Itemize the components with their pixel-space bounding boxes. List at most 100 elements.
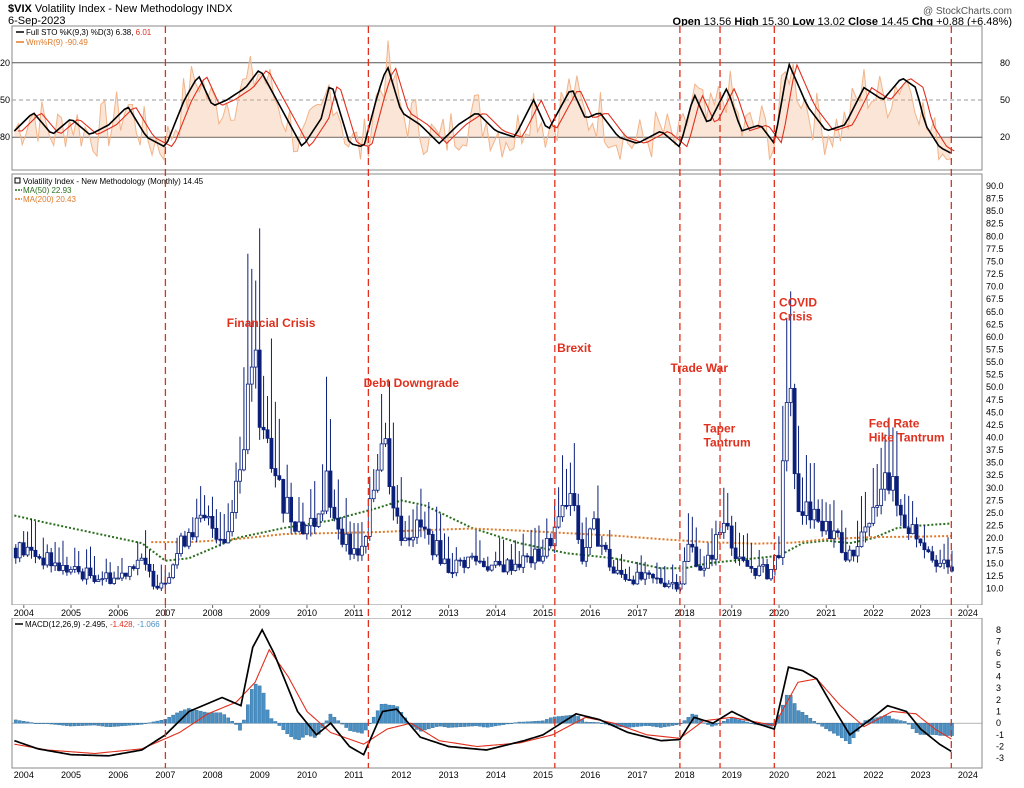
candle-body <box>776 555 781 558</box>
candle-body <box>442 558 447 564</box>
macd-histogram-bar <box>249 689 254 724</box>
price-tick-label: 87.5 <box>986 194 1004 204</box>
macd-tick-label: 3 <box>996 683 1001 693</box>
candle-body <box>859 531 864 548</box>
macd-histogram-bar <box>509 722 514 724</box>
price-tick-label: 77.5 <box>986 244 1004 254</box>
macd-histogram-bar <box>352 722 356 732</box>
macd-histogram-bar <box>96 722 101 726</box>
macd-histogram-bar <box>324 720 329 724</box>
candle-body <box>710 554 714 560</box>
candle-body <box>635 571 640 585</box>
candle-body <box>438 540 443 564</box>
candle-body <box>234 480 238 513</box>
candle-body <box>568 493 573 506</box>
x-axis-label: 2016 <box>580 608 600 618</box>
close-label: Close <box>848 16 879 28</box>
candle-body <box>871 506 876 524</box>
sto-panel-frame <box>11 25 983 171</box>
macd-histogram-bar <box>151 721 156 724</box>
event-annotation: Hike Tantrum <box>869 430 945 444</box>
macd-histogram-bar <box>257 685 262 724</box>
macd-histogram-bar <box>328 713 333 724</box>
candle-body <box>249 366 254 385</box>
candle-body <box>835 530 840 533</box>
macd-histogram-bar <box>788 695 793 724</box>
candle-body <box>556 516 561 528</box>
macd-legend: MACD(12,26,9) -2.495, -1.428, -1.066 <box>25 620 160 629</box>
candle-body <box>580 539 585 562</box>
candle-body <box>21 542 26 556</box>
x-axis-label: 2019 <box>722 608 742 618</box>
candle-body <box>53 562 58 567</box>
macd-histogram-bar <box>348 722 352 731</box>
candle-body <box>124 572 128 577</box>
price-tick-label: 15.0 <box>986 558 1004 568</box>
macd-histogram-bar <box>466 722 470 727</box>
macd-histogram-bar <box>261 692 266 724</box>
high-value: 15.30 <box>761 16 790 28</box>
macd-histogram-bar <box>497 722 502 726</box>
candle-body <box>92 575 97 582</box>
macd-histogram-bar <box>548 717 553 724</box>
candle-body <box>336 517 341 530</box>
candle-body <box>505 559 510 573</box>
macd-histogram-bar <box>391 705 396 724</box>
macd-histogram-bar <box>674 722 679 726</box>
macd-histogram-bar <box>714 722 718 726</box>
candle-body <box>17 542 22 559</box>
candle-body <box>544 538 549 557</box>
macd-histogram-bar <box>910 722 915 729</box>
candle-body <box>839 532 844 553</box>
candle-body <box>796 473 801 513</box>
macd-histogram-bar <box>513 722 518 724</box>
candle-body <box>151 570 156 587</box>
candle-body <box>202 514 207 519</box>
candle-body <box>363 536 368 547</box>
candle-body <box>281 479 286 514</box>
candle-body <box>324 470 329 512</box>
macd-tick-label: 4 <box>996 672 1001 682</box>
candle-body <box>462 560 467 568</box>
candle-body <box>603 544 608 550</box>
macd-histogram-bar <box>824 722 828 729</box>
candle-body <box>175 553 179 566</box>
macd-histogram-bar <box>395 706 400 724</box>
price-tick-label: 75.0 <box>986 256 1004 266</box>
candle-body <box>489 564 494 571</box>
candle-body <box>879 488 884 506</box>
event-annotation: Financial Crisis <box>227 316 316 330</box>
macd-histogram-bar <box>210 712 215 724</box>
macd-histogram-bar <box>364 722 368 731</box>
macd-histogram-bar <box>120 722 124 727</box>
candle-body <box>159 582 164 589</box>
price-tick-label: 80.0 <box>986 231 1004 241</box>
ma200-legend: MA(200) 20.43 <box>23 195 76 204</box>
x-axis-label-macd: 2023 <box>911 770 931 780</box>
candle-body <box>501 564 506 573</box>
macd-histogram-bar <box>226 717 230 724</box>
candle-body <box>422 526 427 530</box>
candle-body <box>344 533 349 545</box>
macd-histogram-bar <box>442 722 447 728</box>
macd-histogram-bar <box>371 716 376 724</box>
open-value: 13.56 <box>703 16 732 28</box>
candle-body <box>714 534 718 560</box>
candle-body <box>206 516 211 519</box>
candle-body <box>371 489 376 500</box>
candle-body <box>269 437 274 469</box>
candle-body <box>741 556 746 561</box>
macd-histogram-bar <box>588 721 592 724</box>
candle-body <box>745 560 750 567</box>
macd-histogram-bar <box>277 722 282 726</box>
candle-body <box>242 449 246 471</box>
macd-histogram-bar <box>800 712 805 724</box>
macd-histogram-bar <box>69 722 73 727</box>
x-axis-label-macd: 2010 <box>297 770 317 780</box>
macd-histogram-bar <box>784 694 789 724</box>
symbol-name: Volatility Index - New Methodology <box>34 3 204 15</box>
candle-body <box>891 476 895 491</box>
macd-histogram-bar <box>289 722 293 737</box>
candle-body <box>918 538 923 544</box>
macd-histogram-bar <box>316 722 321 735</box>
